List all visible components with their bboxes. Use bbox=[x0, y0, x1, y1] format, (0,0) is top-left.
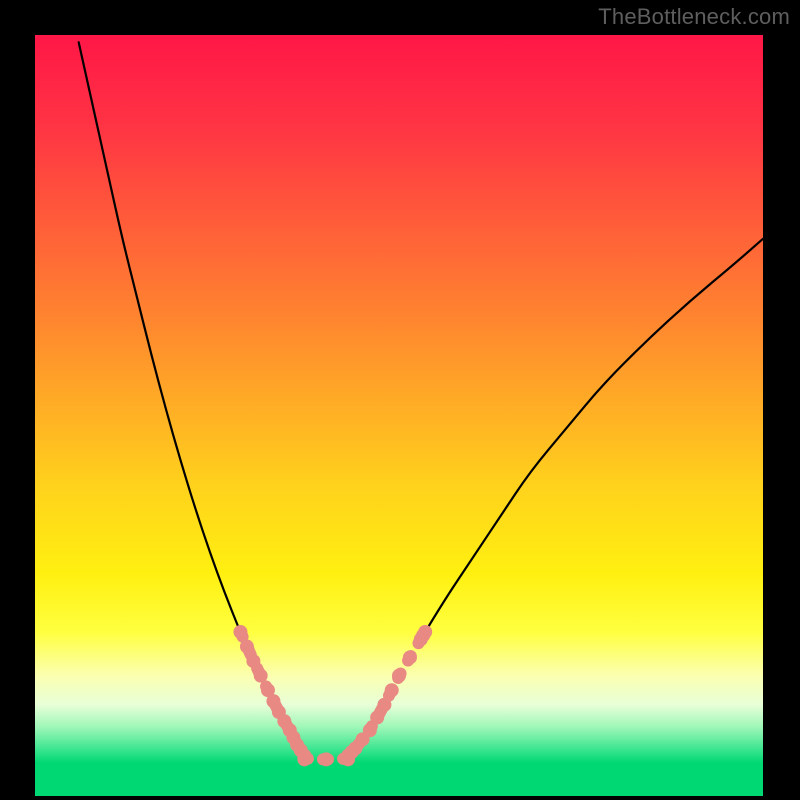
curve-marker bbox=[385, 683, 399, 697]
curve-marker bbox=[297, 752, 311, 766]
bottleneck-curve-chart bbox=[0, 0, 800, 800]
curve-marker bbox=[363, 723, 377, 737]
curve-marker bbox=[240, 640, 254, 654]
curve-marker bbox=[233, 625, 247, 639]
gradient-background bbox=[35, 35, 763, 763]
curve-marker bbox=[403, 650, 417, 664]
curve-marker bbox=[319, 752, 333, 766]
curve-marker bbox=[254, 669, 268, 683]
curve-marker bbox=[418, 625, 432, 639]
curve-marker bbox=[392, 669, 406, 683]
watermark-text: TheBottleneck.com bbox=[598, 4, 790, 30]
curve-marker bbox=[246, 654, 260, 668]
curve-marker bbox=[377, 698, 391, 712]
curve-marker bbox=[370, 711, 384, 725]
chart-container: TheBottleneck.com bbox=[0, 0, 800, 800]
bottom-green-band bbox=[35, 763, 763, 796]
